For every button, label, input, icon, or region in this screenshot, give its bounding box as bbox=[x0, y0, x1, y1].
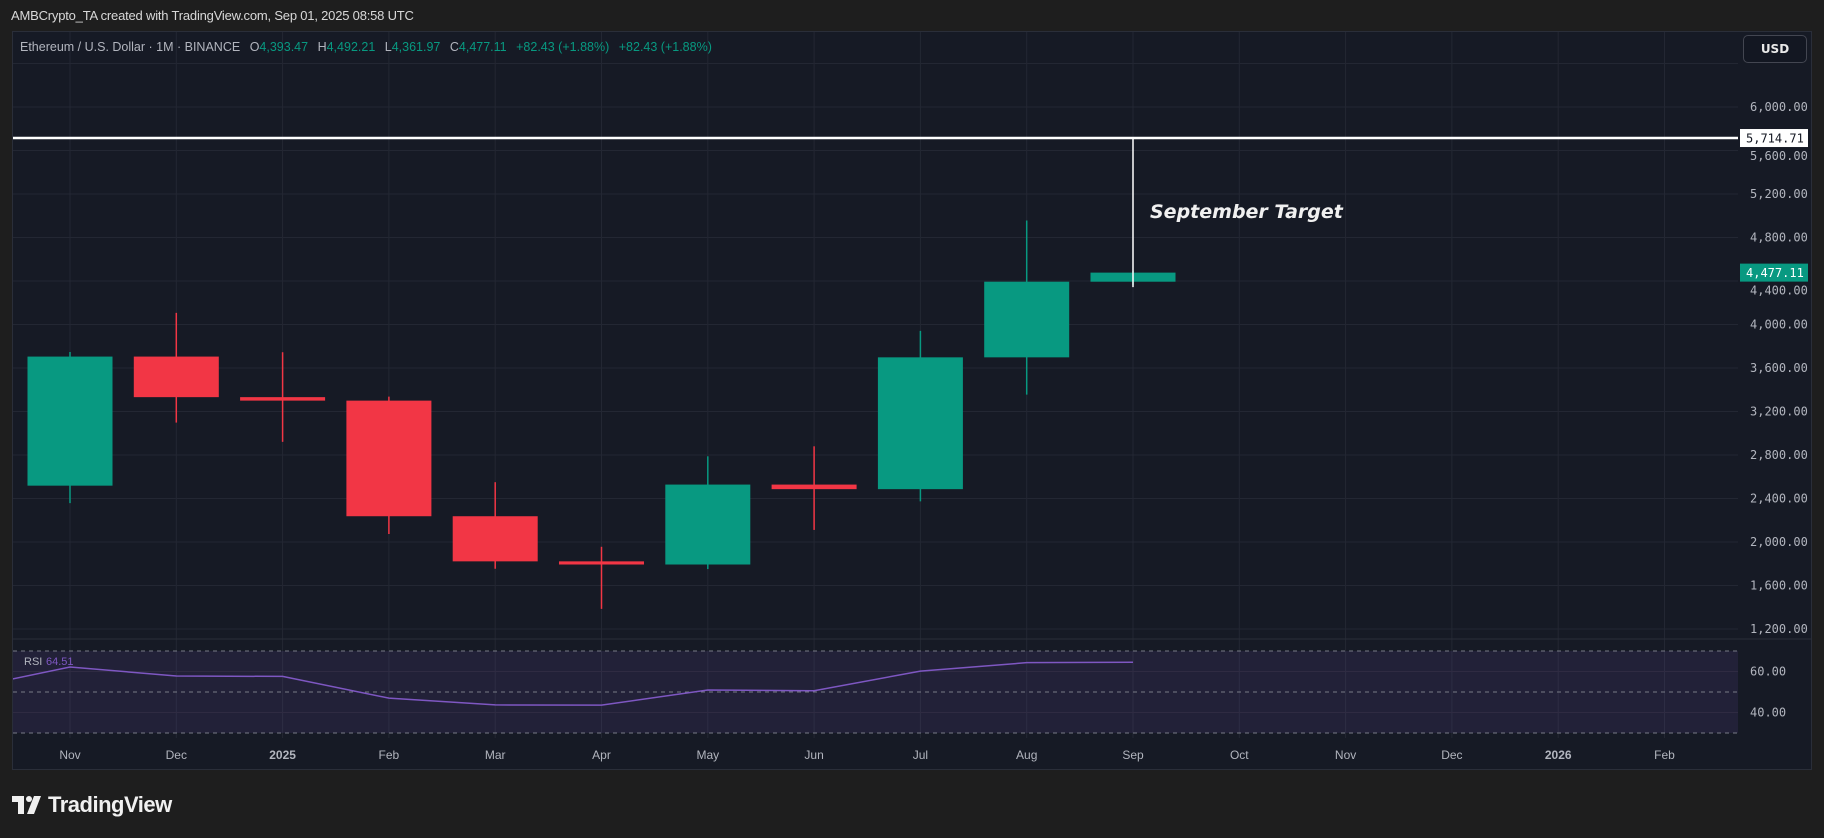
candle bbox=[452, 482, 538, 569]
candle-body bbox=[133, 356, 219, 398]
y-tick-label: 4,400.00 bbox=[1750, 284, 1808, 298]
x-tick-label: Nov bbox=[1335, 748, 1356, 762]
y-tick-label: 5,600.00 bbox=[1750, 149, 1808, 163]
change-value-2: +82.43 (+1.88%) bbox=[618, 40, 712, 54]
candle-body bbox=[452, 516, 538, 562]
open-label: O bbox=[249, 40, 260, 54]
candle-body bbox=[771, 484, 857, 490]
last-price-label: 4,477.11 bbox=[1746, 266, 1804, 280]
x-tick-label: Jun bbox=[804, 748, 823, 762]
candle bbox=[984, 220, 1070, 395]
x-tick-label: Dec bbox=[166, 748, 187, 762]
candle bbox=[27, 352, 113, 504]
candle-body bbox=[27, 356, 113, 486]
last-price-tag bbox=[1740, 263, 1808, 282]
y-tick-label: 2,800.00 bbox=[1750, 448, 1808, 462]
drawings: 5,714.71 4,477.11 bbox=[13, 129, 1808, 288]
rsi-label: RSI bbox=[24, 656, 42, 668]
x-tick-label: 2026 bbox=[1545, 748, 1572, 762]
candle bbox=[133, 312, 219, 423]
x-tick-label: Oct bbox=[1230, 748, 1249, 762]
y-tick-label: 1,200.00 bbox=[1750, 622, 1808, 636]
x-tick-label: May bbox=[696, 748, 719, 762]
change-value: +82.43 (+1.88%) bbox=[516, 40, 610, 54]
candle bbox=[240, 352, 326, 442]
y-tick-label: 4,800.00 bbox=[1750, 231, 1808, 245]
tradingview-wordmark: TradingView bbox=[48, 792, 172, 817]
y-tick-label: 3,600.00 bbox=[1750, 361, 1808, 375]
x-tick-label: Feb bbox=[379, 748, 400, 762]
target-price-label: 5,714.71 bbox=[1746, 132, 1804, 146]
x-tick-label: Dec bbox=[1441, 748, 1462, 762]
rsi-band-fill bbox=[13, 651, 1738, 733]
symbol-name[interactable]: Ethereum / U.S. Dollar · 1M · BINANCE bbox=[20, 40, 241, 54]
x-tick-label: Mar bbox=[485, 748, 506, 762]
candle bbox=[665, 456, 751, 570]
candle-body bbox=[984, 281, 1070, 358]
low-label: L bbox=[384, 40, 392, 54]
y-tick-label: 4,000.00 bbox=[1750, 318, 1808, 332]
rsi-tick-label: 40.00 bbox=[1750, 706, 1786, 720]
grid bbox=[13, 32, 1738, 738]
x-tick-label: Sep bbox=[1122, 748, 1144, 762]
candle bbox=[877, 330, 963, 502]
x-tick-label: Apr bbox=[592, 748, 611, 762]
rsi-pane bbox=[13, 650, 1738, 734]
candle-body bbox=[877, 357, 963, 490]
symbol-legend: Ethereum / U.S. Dollar · 1M · BINANCE O4… bbox=[20, 40, 712, 54]
y-tick-label: 2,400.00 bbox=[1750, 492, 1808, 506]
y-tick-label: 5,200.00 bbox=[1750, 187, 1808, 201]
rsi-value: 64.51 bbox=[46, 656, 74, 668]
y-tick-label: 1,600.00 bbox=[1750, 579, 1808, 593]
x-tick-label: 2025 bbox=[269, 748, 296, 762]
open-value: 4,393.47 bbox=[259, 40, 309, 54]
candle-body bbox=[240, 397, 326, 401]
target-price-tag bbox=[1740, 129, 1808, 148]
candle bbox=[559, 546, 644, 609]
axes: Nov Dec 2025 Feb Mar Apr May Jun Jul Aug Sep Oct Nov… bbox=[13, 100, 1811, 762]
september-target-annotation[interactable]: September Target bbox=[1150, 201, 1344, 223]
high-value: 4,492.21 bbox=[326, 40, 376, 54]
close-label: C bbox=[449, 40, 459, 54]
candle bbox=[346, 396, 432, 534]
y-tick-label: 6,000.00 bbox=[1750, 100, 1808, 114]
x-tick-label: Feb bbox=[1654, 748, 1675, 762]
y-tick-label: 3,200.00 bbox=[1750, 405, 1808, 419]
chart-credit: AMBCrypto_TA created with TradingView.co… bbox=[11, 8, 414, 23]
rsi-line bbox=[13, 661, 1134, 706]
y-tick-label: 2,000.00 bbox=[1750, 535, 1808, 549]
candle-body bbox=[559, 561, 644, 565]
low-value: 4,361.97 bbox=[391, 40, 441, 54]
candle-body bbox=[346, 400, 432, 517]
tradingview-logo-icon bbox=[12, 796, 41, 814]
x-tick-label: Jul bbox=[913, 748, 928, 762]
x-tick-label: Nov bbox=[59, 748, 80, 762]
rsi-tick-label: 60.00 bbox=[1750, 665, 1786, 679]
tradingview-logo[interactable]: TradingView bbox=[12, 792, 172, 818]
close-value: 4,477.11 bbox=[458, 40, 507, 54]
candle-body bbox=[665, 484, 751, 565]
high-label: H bbox=[317, 40, 327, 54]
currency-button[interactable]: USD bbox=[1743, 35, 1807, 63]
candle bbox=[771, 446, 857, 530]
x-tick-label: Aug bbox=[1016, 748, 1037, 762]
